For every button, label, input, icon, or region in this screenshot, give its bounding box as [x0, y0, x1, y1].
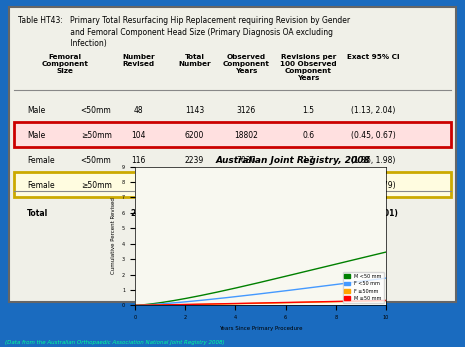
Text: 272: 272 [131, 209, 146, 218]
Text: Total: Total [27, 209, 48, 218]
X-axis label: Years Since Primary Procedure: Years Since Primary Procedure [219, 325, 302, 331]
Text: 104: 104 [132, 131, 146, 140]
Text: Female: Female [27, 181, 55, 190]
Text: 1143: 1143 [185, 106, 204, 115]
Text: and Femoral Component Head Size (Primary Diagnosis OA excluding: and Femoral Component Head Size (Primary… [18, 28, 333, 36]
Text: Exact 95% CI: Exact 95% CI [347, 54, 399, 60]
Text: 0.3: 0.3 [302, 181, 314, 190]
Text: Table HT43:   Primary Total Resurfacing Hip Replacement requiring Revision by Ge: Table HT43: Primary Total Resurfacing Hi… [18, 16, 350, 25]
Text: 2239: 2239 [185, 156, 204, 165]
Bar [14, 122, 451, 147]
Text: (0.80, 1.01): (0.80, 1.01) [348, 209, 398, 218]
Y-axis label: Cumulative Percent Revised: Cumulative Percent Revised [112, 197, 116, 274]
Text: ≥50mm: ≥50mm [81, 131, 112, 140]
Text: ≥50mm: ≥50mm [81, 181, 112, 190]
Text: (0.08, 0.79): (0.08, 0.79) [351, 181, 395, 190]
Text: <50mm: <50mm [81, 106, 112, 115]
Bar [14, 172, 451, 197]
Text: 374: 374 [187, 181, 202, 190]
Text: Male: Male [27, 106, 46, 115]
Text: 6200: 6200 [185, 131, 204, 140]
Text: 1.5: 1.5 [302, 106, 314, 115]
Text: 1.7: 1.7 [302, 156, 314, 165]
Text: <50mm: <50mm [81, 156, 112, 165]
Legend: M <50 mm, F <50 mm, F ≥50mm, M ≥50 mm: M <50 mm, F <50 mm, F ≥50mm, M ≥50 mm [343, 272, 384, 303]
Text: (1.36, 1.98): (1.36, 1.98) [351, 156, 395, 165]
Text: Male: Male [27, 131, 46, 140]
Text: (Data from the Australian Orthopaedic Association National Joint Registry 2008): (Data from the Australian Orthopaedic As… [5, 340, 224, 345]
Text: (0.45, 0.67): (0.45, 0.67) [351, 131, 396, 140]
Text: 7030: 7030 [236, 156, 256, 165]
Text: Observed
Component
Years: Observed Component Years [222, 54, 269, 74]
Text: Australian Joint Registry, 2008: Australian Joint Registry, 2008 [216, 156, 370, 165]
Text: (1.13, 2.04): (1.13, 2.04) [351, 106, 395, 115]
Text: Revisions per
100 Observed
Component
Years: Revisions per 100 Observed Component Yea… [280, 54, 337, 81]
Text: 18802: 18802 [234, 131, 258, 140]
Text: Total
Number: Total Number [178, 54, 211, 67]
Text: 48: 48 [134, 106, 144, 115]
Text: 3126: 3126 [236, 106, 255, 115]
Text: 0.9: 0.9 [302, 209, 315, 218]
Text: 0.6: 0.6 [302, 131, 314, 140]
Text: Female: Female [27, 156, 55, 165]
Text: 116: 116 [132, 156, 146, 165]
Text: 30260: 30260 [233, 209, 259, 218]
Text: 9956: 9956 [184, 209, 205, 218]
Text: Number
Revised: Number Revised [122, 54, 155, 67]
Text: Infection): Infection) [18, 40, 107, 48]
Text: Femoral
Component
Size: Femoral Component Size [42, 54, 88, 74]
Text: 1302: 1302 [236, 181, 255, 190]
Text: 4: 4 [136, 181, 141, 190]
